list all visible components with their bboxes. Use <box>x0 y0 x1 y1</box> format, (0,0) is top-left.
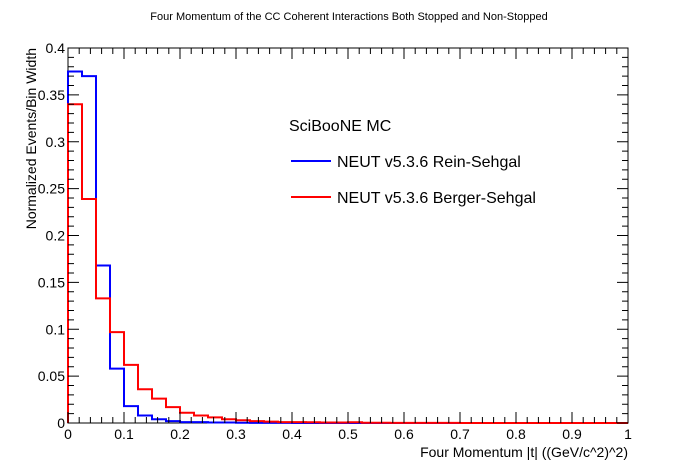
y-tick-label: 0.1 <box>46 321 66 337</box>
y-tick-label: 0.3 <box>46 134 66 150</box>
legend: SciBooNE MC NEUT v5.3.6 Rein-Sehgal NEUT… <box>289 118 536 207</box>
x-tick-label: 0.7 <box>450 426 470 442</box>
chart-title: Four Momentum of the CC Coherent Interac… <box>150 11 547 23</box>
x-tick-labels: 0 0.1 0.2 0.3 0.4 0.5 0.6 0.7 0.8 0.9 1 <box>64 426 632 442</box>
y-tick-label: 0.15 <box>38 274 65 290</box>
x-tick-label: 1 <box>624 426 632 442</box>
x-axis-label: Four Momentum |t| ((GeV/c^2)^2) <box>420 444 628 460</box>
series-lines <box>67 70 628 424</box>
y-tick-label: 0.2 <box>46 228 66 244</box>
x-tick-label: 0.4 <box>282 426 302 442</box>
y-tick-label: 0.25 <box>38 181 65 197</box>
axis-ticks <box>67 47 629 424</box>
x-tick-label: 0 <box>64 426 72 442</box>
legend-title: SciBooNE MC <box>289 118 391 135</box>
y-tick-label: 0.35 <box>38 87 65 103</box>
plot-frame-rect <box>67 47 629 424</box>
x-tick-label: 0.3 <box>226 426 246 442</box>
x-tick-label: 0.6 <box>394 426 414 442</box>
x-tick-label: 0.5 <box>338 426 358 442</box>
y-tick-label: 0 <box>57 415 65 431</box>
y-tick-label: 0.4 <box>46 40 66 56</box>
x-tick-label: 0.1 <box>114 426 134 442</box>
legend-label-rein-sehgal: NEUT v5.3.6 Rein-Sehgal <box>337 154 521 171</box>
x-tick-label: 0.8 <box>506 426 526 442</box>
x-tick-label: 0.9 <box>562 426 582 442</box>
legend-label-berger-sehgal: NEUT v5.3.6 Berger-Sehgal <box>337 190 536 207</box>
y-tick-labels: 0 0.05 0.1 0.15 0.2 0.25 0.3 0.35 0.4 <box>38 40 65 431</box>
series-line-1 <box>67 103 628 424</box>
y-axis-label: Normalized Events/Bin Width <box>23 48 39 229</box>
plot-frame <box>67 47 629 424</box>
y-tick-label: 0.05 <box>38 368 65 384</box>
x-tick-label: 0.2 <box>170 426 190 442</box>
